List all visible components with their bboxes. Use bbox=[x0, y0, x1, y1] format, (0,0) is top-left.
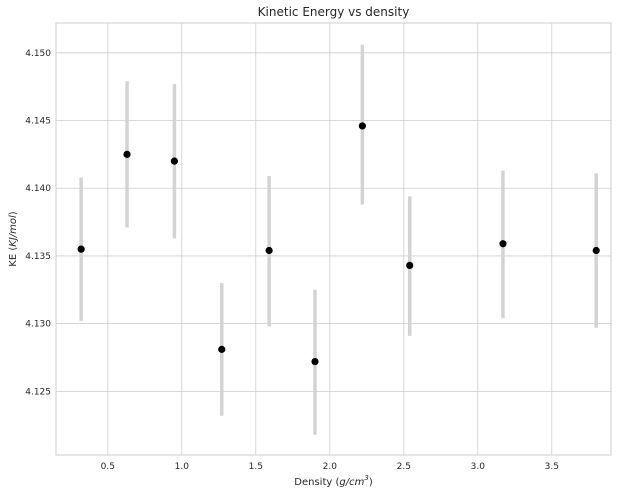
error-bars bbox=[79, 44, 598, 435]
y-tick-label: 4.130 bbox=[25, 320, 51, 330]
y-axis-label-unit: KJ/mol bbox=[8, 215, 19, 247]
x-tick-label: 1.5 bbox=[249, 462, 263, 472]
y-tick-label: 4.150 bbox=[25, 49, 51, 59]
x-axis-label-prefix: Density ( bbox=[294, 477, 339, 488]
data-point bbox=[358, 122, 366, 130]
data-point bbox=[170, 157, 178, 165]
data-point bbox=[77, 245, 85, 253]
y-tick-label: 4.140 bbox=[25, 184, 51, 194]
data-points bbox=[77, 122, 600, 366]
x-tick-label: 0.5 bbox=[101, 462, 115, 472]
data-point bbox=[265, 246, 273, 255]
x-tick-label: 2.0 bbox=[323, 462, 338, 472]
data-point bbox=[499, 240, 507, 248]
y-tick-label: 4.145 bbox=[25, 117, 51, 127]
data-point bbox=[406, 261, 414, 270]
x-axis-label: Density (g/cm3) bbox=[294, 474, 373, 488]
y-tick-label: 4.135 bbox=[25, 252, 51, 262]
x-tick-label: 2.5 bbox=[397, 462, 411, 472]
x-tick-label: 3.0 bbox=[471, 462, 486, 472]
x-tick-label: 3.5 bbox=[545, 462, 559, 472]
y-axis-label-prefix: KE ( bbox=[8, 247, 19, 267]
data-point bbox=[311, 357, 319, 366]
x-axis-label-exponent: 3 bbox=[364, 474, 368, 482]
y-tick-label: 4.125 bbox=[25, 387, 51, 397]
plot-frame bbox=[55, 22, 612, 456]
x-axis-label-suffix: ) bbox=[369, 477, 373, 488]
chart-title: Kinetic Energy vs density bbox=[258, 5, 410, 19]
grid bbox=[56, 23, 611, 455]
y-axis-label-suffix: ) bbox=[8, 211, 19, 215]
x-tick-label: 1.0 bbox=[175, 462, 190, 472]
y-tick-labels: 4.125 4.130 4.135 4.140 4.145 4.150 bbox=[25, 49, 51, 398]
data-point bbox=[592, 246, 600, 255]
data-point bbox=[218, 345, 226, 353]
data-point bbox=[123, 150, 131, 158]
y-axis-label: KE (KJ/mol) bbox=[8, 211, 19, 266]
x-axis-label-unit: g/cm bbox=[339, 477, 364, 488]
x-tick-labels: 0.5 1.0 1.5 2.0 2.5 3.0 3.5 bbox=[101, 462, 559, 472]
